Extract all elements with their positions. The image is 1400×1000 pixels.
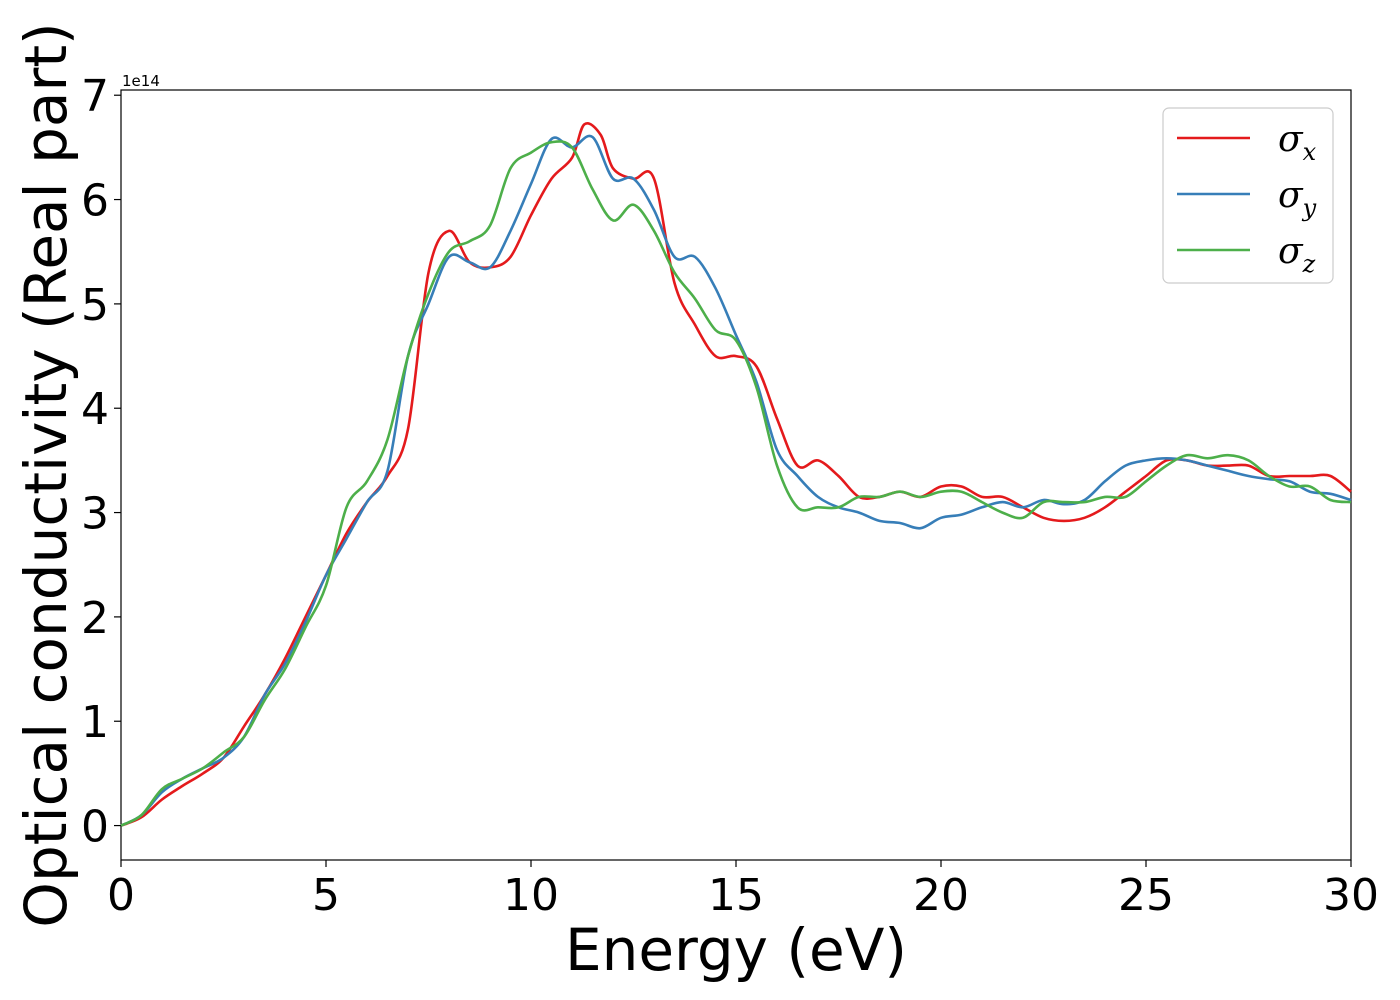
x-axis-ticks: 0 5 10 15 20 25 30 (107, 860, 1379, 921)
y-tick-label: 7 (81, 71, 109, 122)
legend-label-z: σz (1278, 231, 1316, 278)
x-tick-label: 15 (708, 870, 764, 921)
y-offset-label: 1e14 (122, 72, 160, 90)
legend-frame (1162, 107, 1334, 284)
y-tick-label: 6 (81, 176, 109, 227)
x-tick-label: 25 (1118, 870, 1174, 921)
legend-symbol: σ (1278, 175, 1304, 216)
series-lines (120, 122, 1352, 827)
y-axis-ticks: 0 1 2 3 4 5 6 7 (81, 71, 121, 853)
y-tick-label: 1 (81, 697, 109, 748)
x-tick-label: 10 (503, 870, 559, 921)
y-tick-label: 5 (81, 280, 109, 331)
y-tick-label: 3 (81, 489, 109, 540)
y-tick-label: 2 (81, 593, 109, 644)
legend-symbol: σ (1278, 119, 1304, 160)
legend-subscript: y (1302, 194, 1317, 222)
x-tick-label: 20 (913, 870, 969, 921)
legend-symbol: σ (1278, 231, 1304, 272)
legend-subscript: x (1303, 138, 1317, 166)
legend-label-x: σx (1278, 119, 1317, 166)
legend-label-y: σy (1278, 175, 1317, 222)
series-line-z (120, 140, 1352, 827)
legend-subscript: z (1302, 250, 1316, 278)
y-tick-label: 0 (81, 802, 109, 853)
y-axis-label: Optical conductivity (Real part) (12, 22, 80, 927)
y-tick-label: 4 (81, 384, 109, 435)
x-tick-label: 30 (1323, 870, 1379, 921)
series-line-y (120, 134, 1352, 827)
x-axis-label: Energy (eV) (565, 916, 907, 984)
x-tick-label: 5 (312, 870, 340, 921)
x-tick-label: 0 (107, 870, 135, 921)
